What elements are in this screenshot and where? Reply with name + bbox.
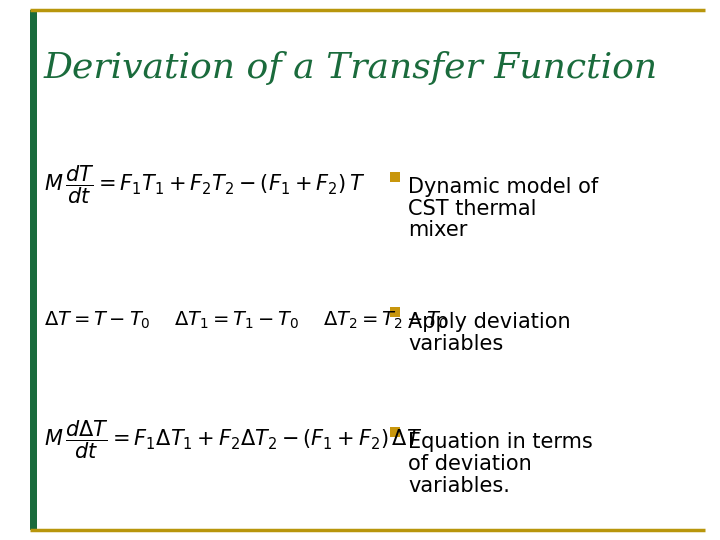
Bar xyxy=(390,172,400,182)
Text: Derivation of a Transfer Function: Derivation of a Transfer Function xyxy=(44,51,658,85)
Text: mixer: mixer xyxy=(408,220,467,240)
Text: $\Delta T = T - T_0 \quad\; \Delta T_1 = T_1 - T_0 \quad\; \Delta T_2 = T_2 - T_: $\Delta T = T - T_0 \quad\; \Delta T_1 =… xyxy=(44,309,449,330)
Text: Dynamic model of: Dynamic model of xyxy=(408,177,598,197)
Bar xyxy=(390,307,400,317)
Text: $M\,\dfrac{d\Delta T}{dt} = F_1 \Delta T_1 + F_2 \Delta T_2 - (F_1 + F_2)\,\Delt: $M\,\dfrac{d\Delta T}{dt} = F_1 \Delta T… xyxy=(44,418,423,461)
Text: variables: variables xyxy=(408,334,503,354)
Text: of deviation: of deviation xyxy=(408,454,532,474)
Text: $M\,\dfrac{dT}{dt} = F_1 T_1 + F_2 T_2 - (F_1 + F_2)\,T$: $M\,\dfrac{dT}{dt} = F_1 T_1 + F_2 T_2 -… xyxy=(44,164,365,206)
Text: Apply deviation: Apply deviation xyxy=(408,312,571,332)
Bar xyxy=(390,427,400,437)
Text: CST thermal: CST thermal xyxy=(408,199,536,219)
Text: variables.: variables. xyxy=(408,476,510,496)
Bar xyxy=(30,10,37,530)
Text: Equation in terms: Equation in terms xyxy=(408,432,593,452)
